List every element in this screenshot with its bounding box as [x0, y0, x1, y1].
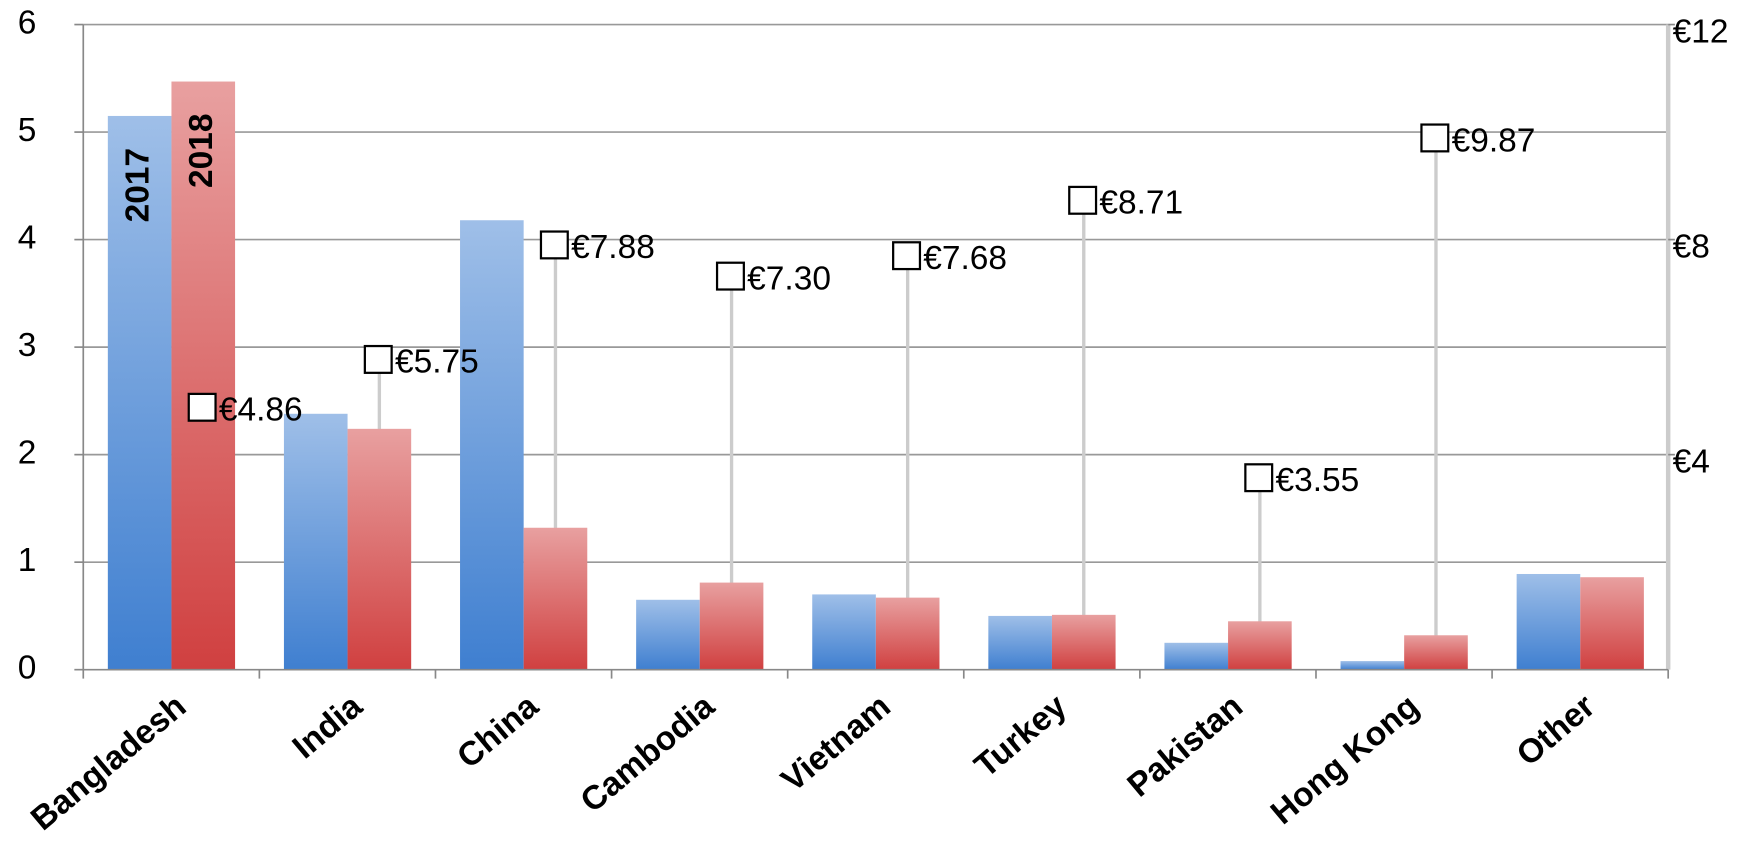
- x-tick-label: Pakistan: [1121, 688, 1250, 805]
- value-label: €9.87: [1452, 122, 1536, 159]
- bar: [812, 594, 876, 670]
- marker: [715, 261, 745, 291]
- bar: [636, 599, 700, 670]
- y2-tick-label: €4: [1673, 443, 1710, 480]
- value-label: €7.30: [747, 260, 831, 297]
- y-tick-label: 6: [18, 4, 37, 41]
- bar: [1404, 635, 1468, 670]
- value-label: €5.75: [395, 344, 479, 381]
- x-tick-label: Vietnam: [775, 688, 898, 800]
- marker: [187, 392, 217, 422]
- marker: [892, 241, 922, 271]
- bar: [523, 527, 588, 670]
- bar: [875, 597, 940, 670]
- bar: [1340, 661, 1405, 670]
- y-tick-label: 2: [18, 434, 37, 471]
- x-tick-label: Hong Kong: [1264, 688, 1426, 832]
- marker: [539, 230, 569, 260]
- y-tick-label: 4: [18, 219, 37, 256]
- x-tick-label: Cambodia: [574, 687, 722, 820]
- bar: [1516, 573, 1581, 670]
- bar: [1164, 642, 1229, 670]
- x-tick-label: China: [451, 687, 546, 775]
- x-tick-label: Other: [1510, 688, 1602, 774]
- x-tick-label: Turkey: [968, 687, 1074, 785]
- value-label: €3.55: [1275, 462, 1359, 499]
- x-tick-label: Bangladesh: [24, 688, 193, 838]
- y2-tick-label: €12: [1673, 13, 1729, 50]
- bar: [1051, 614, 1116, 670]
- y2-tick-label: €8: [1673, 228, 1710, 265]
- marker: [1068, 185, 1098, 215]
- value-label: €7.68: [923, 240, 1007, 277]
- bars: [107, 81, 1644, 670]
- y-tick-label: 3: [18, 327, 37, 364]
- bar: [1580, 577, 1644, 670]
- y-tick-label: 0: [18, 650, 37, 687]
- value-label: €8.71: [1099, 185, 1183, 222]
- value-label: €7.88: [571, 229, 655, 266]
- series-label: 2017: [119, 148, 156, 222]
- bar: [988, 615, 1052, 670]
- bar: [283, 413, 348, 670]
- bar: [699, 582, 764, 670]
- value-label: €4.86: [219, 392, 303, 429]
- x-tick-label: India: [286, 687, 370, 766]
- bar: [1228, 621, 1292, 670]
- marker: [363, 344, 393, 374]
- bar: [171, 81, 236, 670]
- marker: [1244, 463, 1274, 493]
- bar: [107, 115, 172, 670]
- marker: [1420, 123, 1450, 153]
- y-tick-label: 1: [18, 542, 37, 579]
- y-tick-label: 5: [18, 112, 37, 149]
- series-label: 2018: [183, 114, 220, 188]
- bar: [347, 428, 412, 670]
- bar: [460, 220, 524, 670]
